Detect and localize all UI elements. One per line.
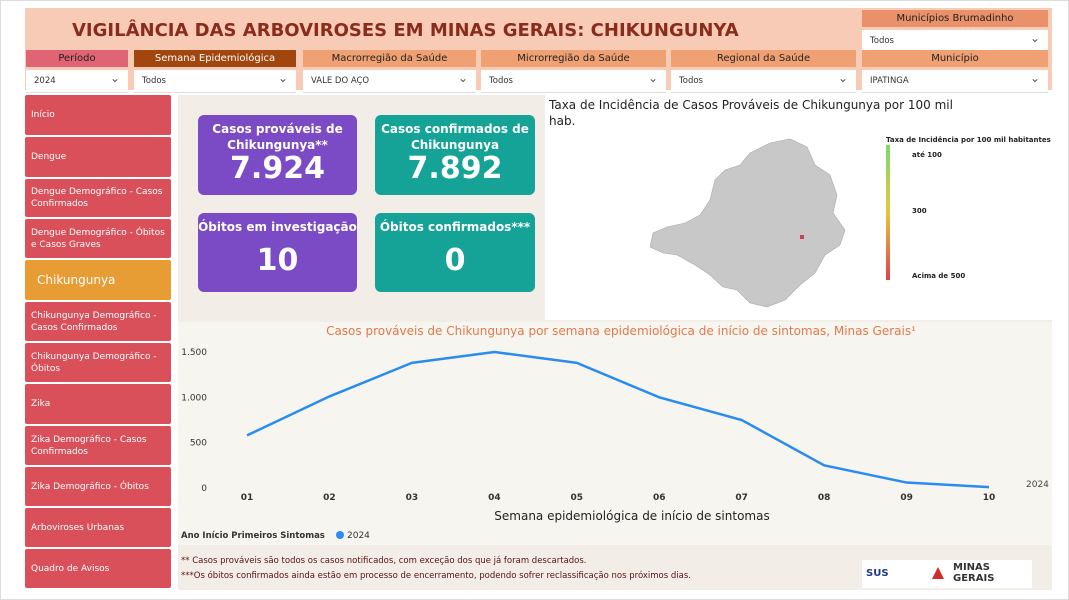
nav-button[interactable]: Chikungunya <box>25 260 171 300</box>
filter-dropdown[interactable]: 2024 <box>26 67 128 93</box>
nav-button[interactable]: Zika Demográfico - Óbitos <box>25 467 171 506</box>
filter-dropdown[interactable]: Todos <box>134 67 296 93</box>
title: VIGILÂNCIA DAS ARBOVIROSES EM MINAS GERA… <box>72 20 739 41</box>
x-tick-label: 05 <box>571 493 584 503</box>
filter-dropdown[interactable]: VALE DO AÇO <box>303 67 476 93</box>
filter-dropdown[interactable]: Todos <box>671 67 856 93</box>
filter-label: Microrregião da Saúde <box>481 50 666 67</box>
nav-button[interactable]: Zika <box>25 384 171 424</box>
filter-label: Macrorregião da Saúde <box>303 50 476 67</box>
nav-button[interactable]: Dengue Demográfico - Casos Confirmados <box>25 179 171 217</box>
nav-button[interactable]: Dengue Demográfico - Óbitos e Casos Grav… <box>25 219 171 258</box>
y-tick-label: 500 <box>190 439 207 449</box>
nav-button[interactable]: Chikungunya Demográfico - Óbitos <box>25 343 171 382</box>
footnote: ***Os óbitos confirmados ainda estão em … <box>181 571 691 581</box>
map-highlight <box>800 235 804 239</box>
kpi-value: 7.924 <box>230 151 325 186</box>
filter-label: Município <box>862 50 1048 67</box>
x-tick-label: 08 <box>818 493 831 503</box>
filter-label: Municípios Brumadinho <box>862 10 1048 27</box>
legend-label: Acima de 500 <box>912 272 965 280</box>
kpi-card: Casos prováveis de Chikungunya** 7.924 <box>198 115 357 195</box>
nav-button[interactable]: Arboviroses Urbanas <box>25 508 171 547</box>
line <box>246 350 990 489</box>
map-region <box>649 138 846 308</box>
kpi-card: Casos confirmados de Chikungunya 7.892 <box>375 115 535 195</box>
legend-label: 2024 <box>347 531 370 541</box>
logo-text: GERAIS <box>953 573 995 584</box>
legend-marker <box>336 531 344 539</box>
y-tick-label: 1.000 <box>181 393 207 403</box>
kpi-card: Óbitos em investigação 10 <box>198 213 357 292</box>
x-tick-label: 03 <box>406 493 419 503</box>
filter-label: Semana Epidemiológica <box>134 50 296 67</box>
logo-sus: SUS <box>866 568 889 579</box>
legend-gradient <box>886 145 890 280</box>
legend-title: Taxa de Incidência por 100 mil habitante… <box>886 136 1051 144</box>
x-tick-label: 10 <box>983 493 996 503</box>
y-tick-label: 1.500 <box>181 348 207 358</box>
legend-title: Ano Início Primeiros Sintomas <box>181 531 325 541</box>
map-title: Taxa de Incidência de Casos Prováveis de… <box>549 98 953 128</box>
kpi-label: Casos prováveis de Chikungunya** <box>212 122 343 152</box>
x-tick-label: 06 <box>653 493 666 503</box>
logos <box>862 560 1032 588</box>
filter-dropdown[interactable]: IPATINGA <box>862 67 1048 93</box>
filter-dropdown[interactable]: Todos <box>481 67 666 93</box>
legend-label: até 100 <box>912 151 942 159</box>
x-axis-label: Semana epidemiológica de início de sinto… <box>494 509 769 523</box>
kpi-card: Óbitos confirmados*** 0 <box>375 213 535 292</box>
x-tick-label: 07 <box>735 493 748 503</box>
footnote: ** Casos prováveis são todos os casos no… <box>181 556 587 566</box>
kpi-value: 0 <box>444 243 466 278</box>
kpi-value: 7.892 <box>407 151 503 186</box>
y-tick-label: 0 <box>201 484 207 494</box>
x-tick-label: 09 <box>900 493 913 503</box>
kpi-label: Casos confirmados de Chikungunya <box>381 122 529 152</box>
kpi-value: 10 <box>256 243 299 278</box>
nav-button[interactable]: Dengue <box>25 137 171 177</box>
kpi-label: Óbitos confirmados*** <box>379 220 531 234</box>
x-tick-label: 02 <box>323 493 336 503</box>
legend-label: 300 <box>912 207 927 215</box>
nav-button[interactable]: Quadro de Avisos <box>25 549 171 588</box>
filter-label: Período <box>26 50 128 67</box>
x-tick-label: 01 <box>241 493 254 503</box>
chart-title: Casos prováveis de Chikungunya por seman… <box>326 324 916 338</box>
kpi-label: Óbitos em investigação <box>198 220 357 234</box>
x-tick-label: 04 <box>488 493 501 503</box>
logo-mg: MINAS GERAIS <box>953 562 994 584</box>
nav-button[interactable]: Chikungunya Demográfico - Casos Confirma… <box>25 302 171 341</box>
nav-button[interactable]: Zika Demográfico - Casos Confirmados <box>25 426 171 465</box>
nav-button[interactable]: Início <box>25 95 171 135</box>
series-end-label: 2024 <box>1026 480 1049 490</box>
chart-panel <box>178 322 1052 545</box>
filter-label: Regional da Saúde <box>671 50 856 67</box>
logo-text: MINAS <box>953 562 990 573</box>
map: Taxa de Incidência por 100 mil habitante… <box>649 136 1051 308</box>
